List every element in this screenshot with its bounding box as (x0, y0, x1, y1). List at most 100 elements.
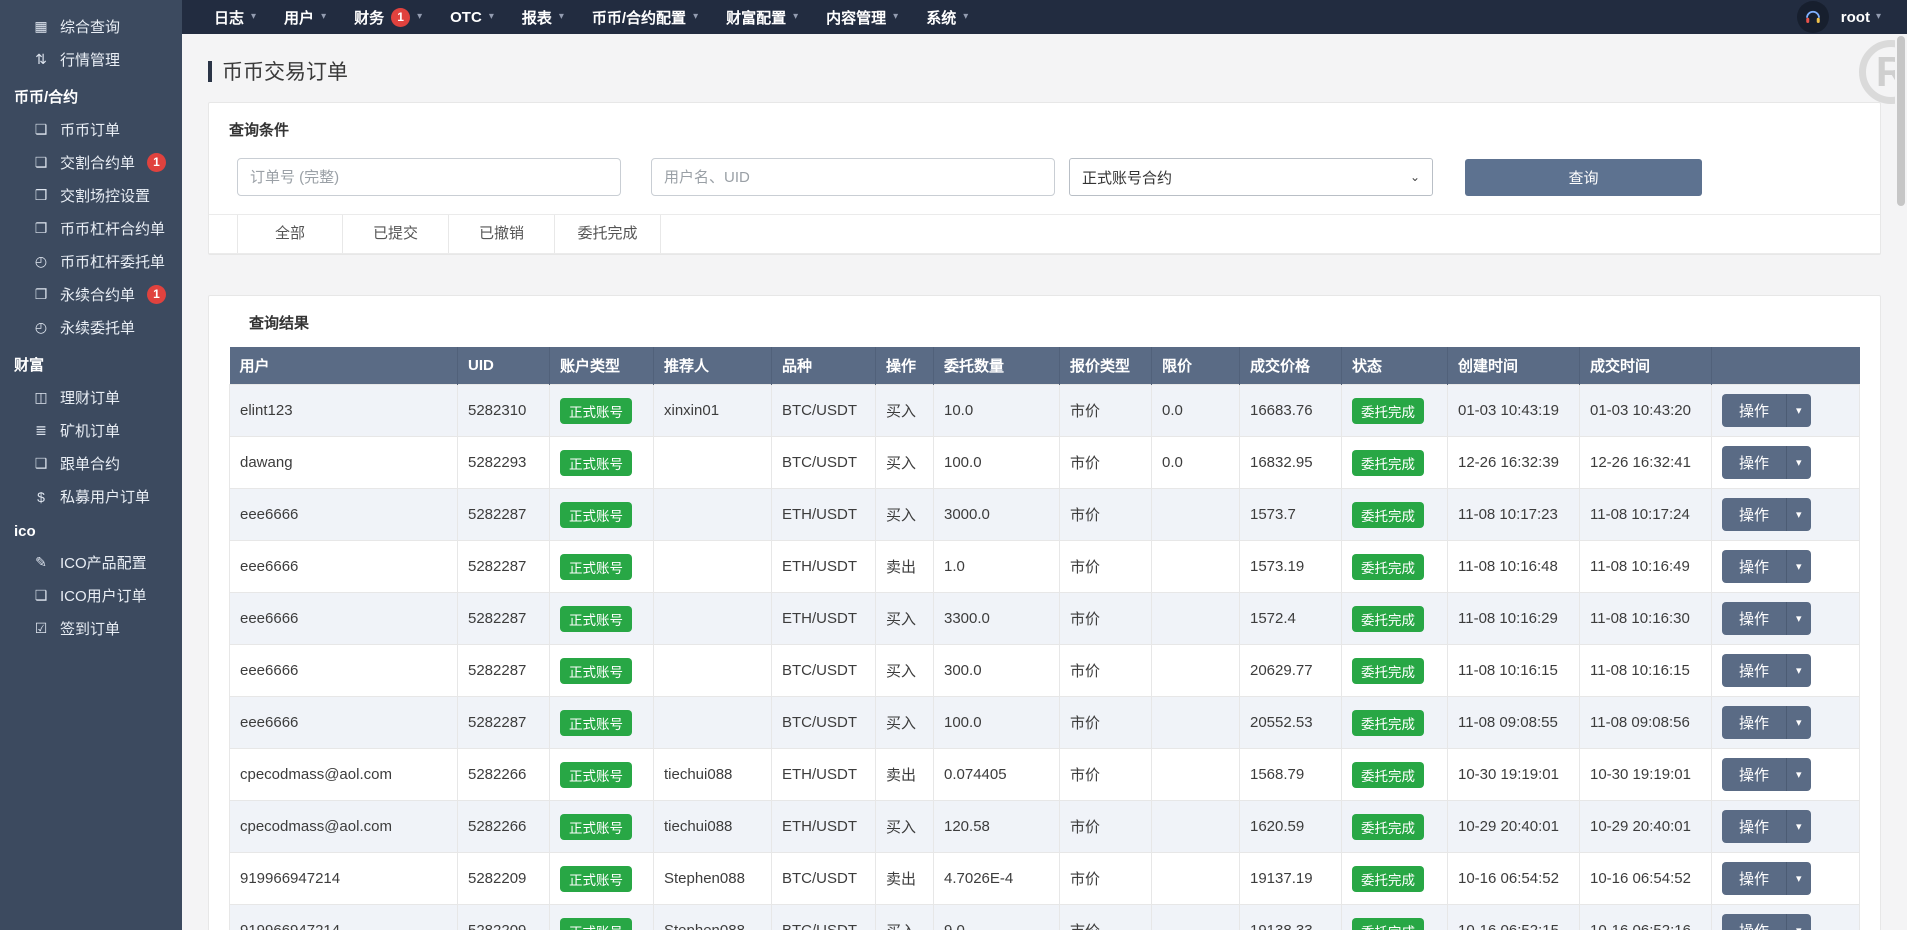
chevron-down-icon: ▾ (417, 11, 423, 22)
action-button[interactable]: 操作 (1722, 810, 1787, 843)
sidebar-item-delivery-contracts[interactable]: ❏ 交割合约单 1 (0, 146, 182, 179)
menu-reports[interactable]: 报表 ▾ (521, 9, 564, 27)
cell-price: 1568.79 (1239, 748, 1342, 801)
cell-referrer: Stephen088 (653, 852, 772, 905)
cell-amount: 10.0 (933, 384, 1060, 437)
cell-created: 10-29 20:40:01 (1447, 800, 1580, 853)
query-button[interactable]: 查询 (1465, 158, 1702, 196)
filter-tab-3[interactable]: 委托完成 (555, 215, 661, 253)
sidebar-item-market-management[interactable]: ⇅ 行情管理 (0, 43, 182, 76)
action-dropdown-button[interactable]: ▾ (1786, 394, 1811, 427)
action-dropdown-button[interactable]: ▾ (1786, 498, 1811, 531)
column-header: 状态 (1341, 347, 1448, 385)
action-button[interactable]: 操作 (1722, 706, 1787, 739)
column-header: 创建时间 (1447, 347, 1580, 385)
cell-account-type: 正式账号 (549, 852, 654, 905)
sidebar-item-summary-query[interactable]: ▦ 综合查询 (0, 10, 182, 43)
action-dropdown-button[interactable]: ▾ (1786, 602, 1811, 635)
user-menu[interactable]: root ▾ (1841, 9, 1881, 26)
action-button[interactable]: 操作 (1722, 394, 1787, 427)
cell-amount: 3000.0 (933, 488, 1060, 541)
action-button[interactable]: 操作 (1722, 758, 1787, 791)
order-number-input[interactable] (237, 158, 621, 196)
column-header: 成交时间 (1579, 347, 1712, 385)
cell-account-type: 正式账号 (549, 904, 654, 930)
menu-content[interactable]: 内容管理 ▾ (826, 9, 899, 27)
action-dropdown-button[interactable]: ▾ (1786, 446, 1811, 479)
cell-action: 操作 ▾ (1711, 800, 1860, 853)
action-button[interactable]: 操作 (1722, 914, 1787, 930)
action-dropdown-button[interactable]: ▾ (1786, 706, 1811, 739)
folder-share-icon: ❑ (34, 455, 48, 471)
user-name-label: root (1840, 8, 1870, 26)
cell-user: 919966947214 (229, 852, 458, 905)
chevron-down-icon: ▾ (488, 11, 494, 22)
cell-limit (1151, 540, 1240, 593)
filter-tab-1[interactable]: 已提交 (343, 215, 449, 253)
menu-wealth-config[interactable]: 财富配置 ▾ (726, 9, 799, 27)
menu-finance[interactable]: 财务 1 ▾ (354, 7, 423, 27)
topbar-menus: 日志 ▾ 用户 ▾ 财务 1 ▾ OTC ▾ 报表 ▾ 币币/合约配置 ▾ 财富… (182, 0, 982, 34)
filter-tab-0[interactable]: 全部 (237, 215, 343, 253)
cell-user: eee6666 (229, 644, 458, 697)
action-button[interactable]: 操作 (1722, 498, 1787, 531)
action-split-button: 操作 ▾ (1722, 758, 1811, 791)
sidebar-item-perpetual-entrusts[interactable]: ◴ 永续委托单 (0, 311, 182, 344)
cell-account-type: 正式账号 (549, 748, 654, 801)
action-button[interactable]: 操作 (1722, 550, 1787, 583)
sidebar-item-finance-orders[interactable]: ◫ 理财订单 (0, 381, 182, 414)
action-dropdown-button[interactable]: ▾ (1786, 550, 1811, 583)
scrollbar-thumb[interactable] (1897, 36, 1905, 206)
sidebar-item-ico-products[interactable]: ✎ ICO产品配置 (0, 546, 182, 579)
action-button[interactable]: 操作 (1722, 602, 1787, 635)
cell-quote-type: 市价 (1059, 904, 1152, 930)
menu-system[interactable]: 系统 ▾ (926, 9, 969, 27)
sidebar-item-margin-contracts[interactable]: ❐ 币币杠杆合约单 (0, 212, 182, 245)
menu-logs[interactable]: 日志 ▾ (214, 9, 257, 27)
sidebar-item-private-orders[interactable]: $ 私募用户订单 (0, 480, 182, 513)
action-dropdown-button[interactable]: ▾ (1786, 810, 1811, 843)
doc-icon: ❏ (34, 587, 48, 603)
action-split-button: 操作 ▾ (1722, 394, 1811, 427)
username-uid-input[interactable] (651, 158, 1055, 196)
sidebar-item-margin-entrusts[interactable]: ◴ 币币杠杆委托单 (0, 245, 182, 278)
action-split-button: 操作 ▾ (1722, 602, 1811, 635)
sidebar-item-checkin-orders[interactable]: ☑ 签到订单 (0, 612, 182, 645)
action-dropdown-button[interactable]: ▾ (1786, 654, 1811, 687)
action-button[interactable]: 操作 (1722, 862, 1787, 895)
action-button[interactable]: 操作 (1722, 446, 1787, 479)
sidebar-item-perpetual-contracts[interactable]: ❐ 永续合约单 1 (0, 278, 182, 311)
action-button[interactable]: 操作 (1722, 654, 1787, 687)
menu-otc[interactable]: OTC ▾ (450, 8, 494, 26)
avatar[interactable] (1796, 1, 1829, 33)
sidebar-item-ico-orders[interactable]: ❏ ICO用户订单 (0, 579, 182, 612)
account-type-select[interactable]: 正式账号合约 ⌄ (1069, 158, 1433, 196)
action-dropdown-button[interactable]: ▾ (1786, 758, 1811, 791)
cell-filled: 10-29 20:40:01 (1579, 800, 1712, 853)
cell-price: 16832.95 (1239, 436, 1342, 489)
account-type-badge: 正式账号 (560, 605, 632, 632)
menu-users[interactable]: 用户 ▾ (284, 9, 327, 27)
cell-created: 10-30 19:19:01 (1447, 748, 1580, 801)
action-dropdown-button[interactable]: ▾ (1786, 914, 1811, 930)
sidebar-item-copy-trade[interactable]: ❑ 跟单合约 (0, 447, 182, 480)
vertical-scrollbar[interactable] (1895, 34, 1907, 930)
status-badge: 委托完成 (1352, 917, 1424, 930)
bookmark-icon: ❏ (34, 154, 48, 170)
cell-symbol: BTC/USDT (771, 436, 876, 489)
sidebar-item-delivery-control[interactable]: ❒ 交割场控设置 (0, 179, 182, 212)
sidebar-item-miner-orders[interactable]: ≣ 矿机订单 (0, 414, 182, 447)
sidebar-item-coin-orders[interactable]: ❏ 币币订单 (0, 113, 182, 146)
cell-created: 11-08 09:08:55 (1447, 696, 1580, 749)
cell-action: 操作 ▾ (1711, 696, 1860, 749)
cell-price: 20629.77 (1239, 644, 1342, 697)
menu-coin-contract-config[interactable]: 币币/合约配置 ▾ (591, 9, 699, 27)
cell-side: 卖出 (875, 540, 934, 593)
filter-tab-2[interactable]: 已撤销 (449, 215, 555, 253)
action-split-button: 操作 ▾ (1722, 654, 1811, 687)
column-header: 委托数量 (933, 347, 1060, 385)
action-dropdown-button[interactable]: ▾ (1786, 862, 1811, 895)
cell-price: 19138.33 (1239, 904, 1342, 930)
column-header: 账户类型 (549, 347, 654, 385)
topbar-right: root ▾ (1796, 1, 1907, 33)
